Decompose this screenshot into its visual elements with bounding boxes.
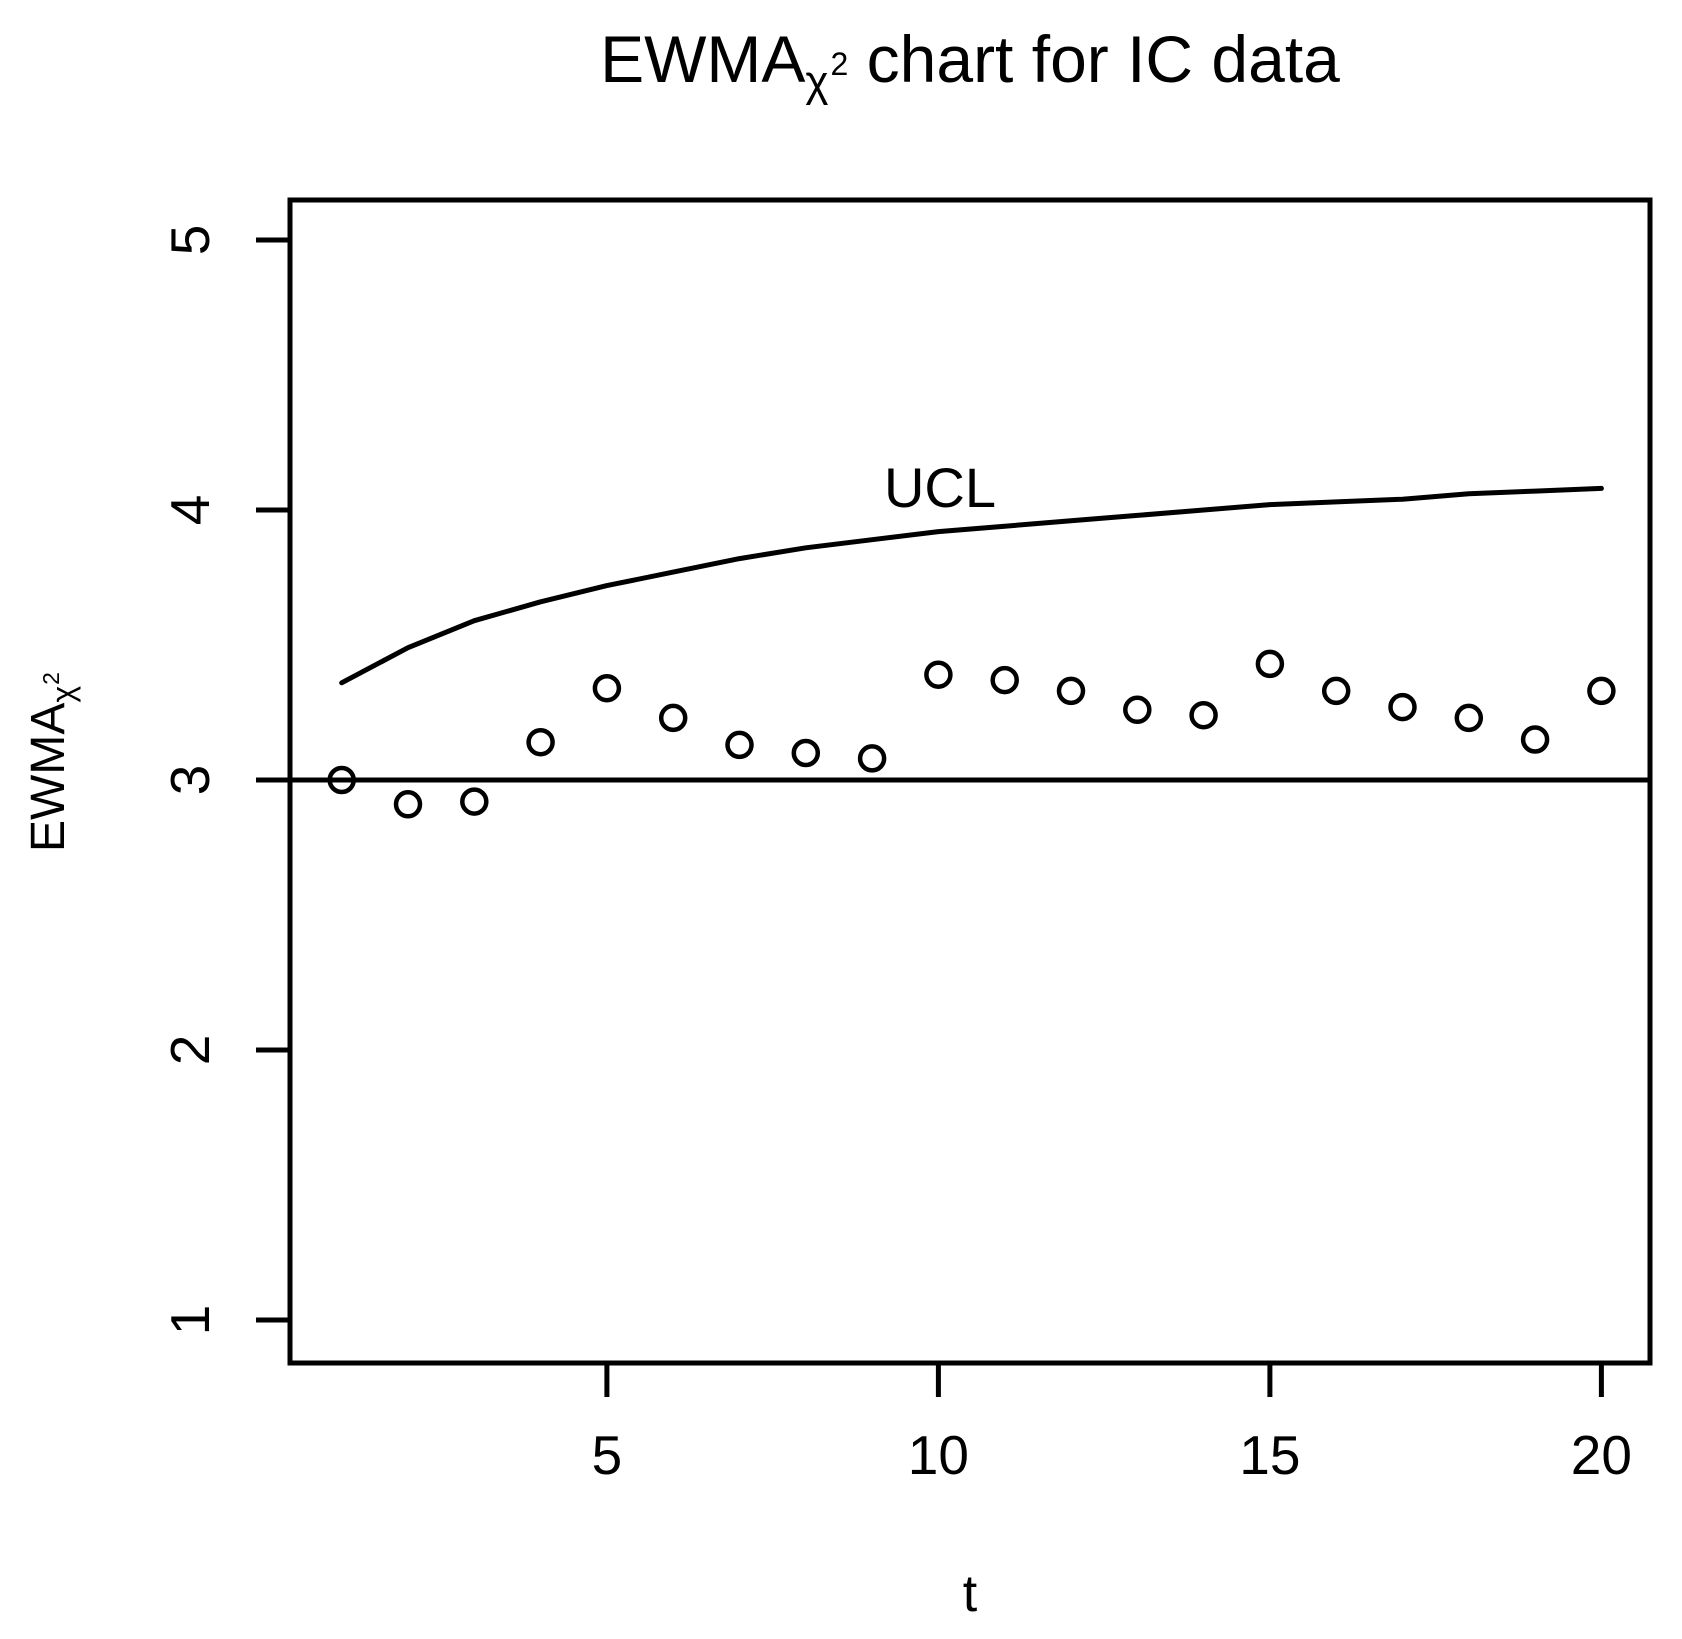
data-point [393, 790, 423, 819]
x-tick-label: 15 [1239, 1424, 1301, 1486]
data-point [990, 665, 1019, 695]
title-superscript-2: 2 [830, 46, 849, 82]
data-point [460, 787, 489, 816]
data-point [1255, 649, 1285, 679]
chart-title: EWMAχ2 chart for IC data [290, 22, 1650, 108]
y-label-superscript-2: 2 [38, 672, 64, 685]
data-point [1321, 676, 1351, 706]
y-label-chi-subscript: χ [45, 685, 81, 703]
data-point [791, 738, 821, 768]
data-point [924, 660, 953, 689]
data-point [526, 727, 555, 757]
data-point [1587, 676, 1616, 706]
data-point [592, 673, 622, 703]
y-axis-label: EWMAχ2 [22, 672, 81, 852]
ucl-curve [339, 485, 1604, 686]
title-main: EWMA [600, 22, 806, 96]
ucl-annotation: UCL [883, 456, 997, 519]
data-point [1056, 676, 1086, 706]
data-point [1520, 725, 1550, 754]
x-tick-label: 10 [907, 1424, 969, 1486]
title-chi-subscript: χ [805, 57, 829, 106]
title-rest: chart for IC data [848, 22, 1340, 96]
x-tick-label: 20 [1570, 1424, 1632, 1486]
data-point [1454, 703, 1484, 733]
data-point [857, 744, 887, 773]
data-point [327, 765, 356, 795]
data-point [1123, 695, 1152, 725]
data-point [725, 730, 754, 760]
data-point [658, 703, 688, 733]
data-point [1189, 700, 1218, 730]
y-label-main: EWMA [22, 702, 75, 852]
data-point [1388, 692, 1417, 722]
x-tick-label: 5 [591, 1424, 623, 1486]
x-axis-label: t [962, 1565, 978, 1623]
